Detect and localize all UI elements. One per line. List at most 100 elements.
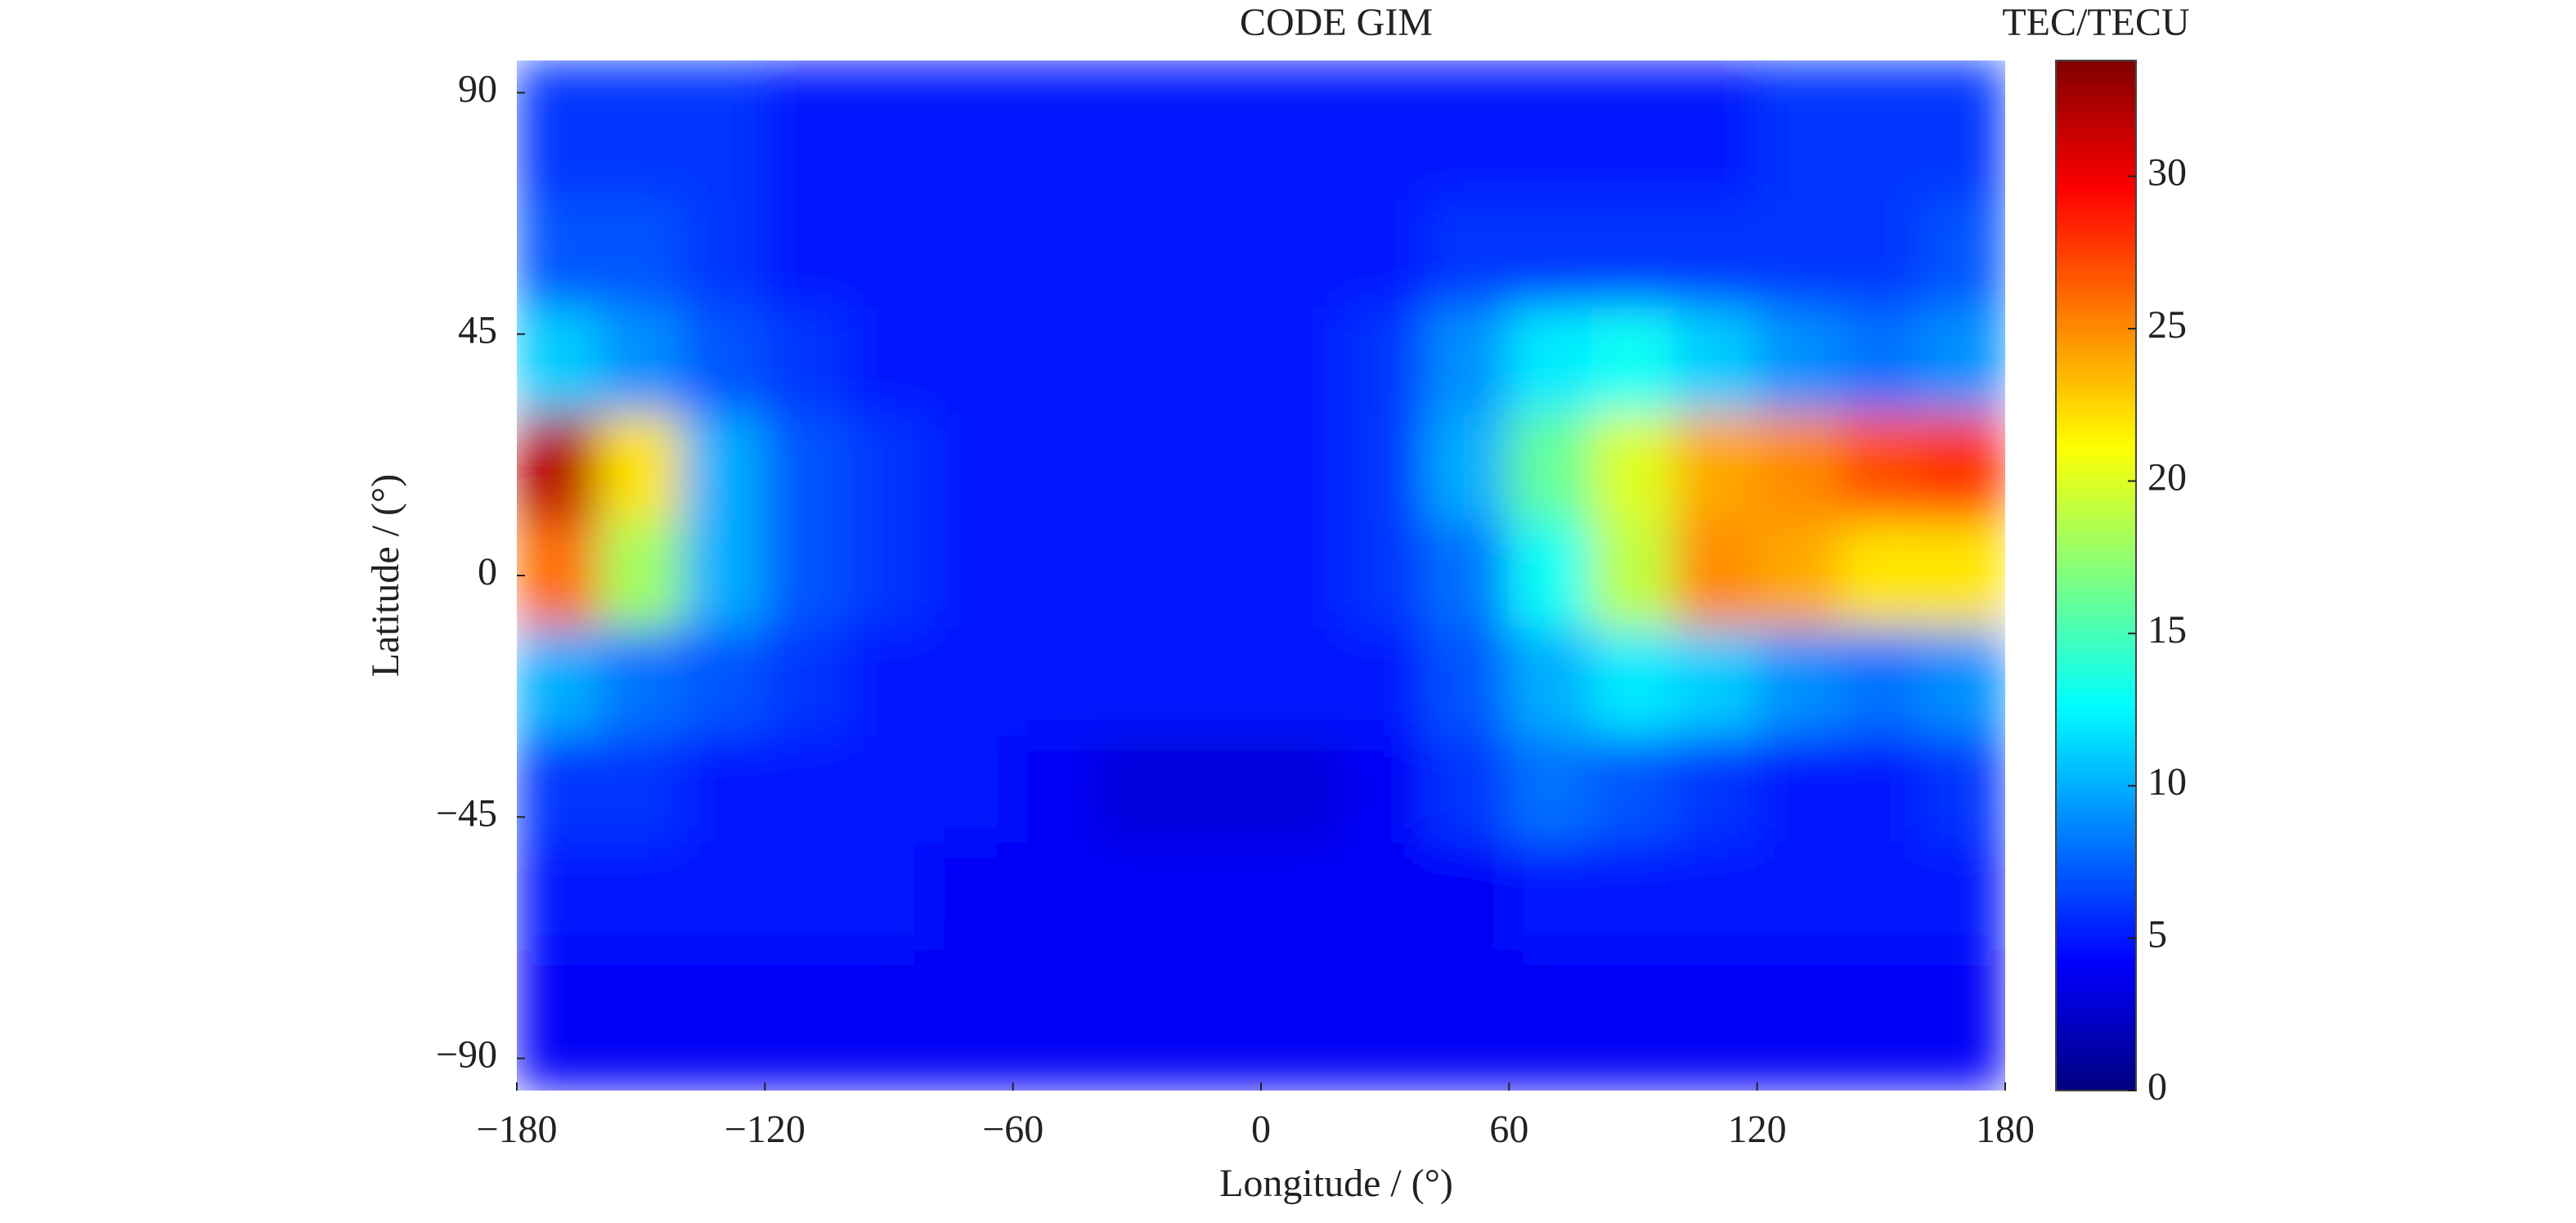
- heatmap-cell: [929, 628, 1014, 737]
- heatmap-cell: [1838, 521, 1923, 630]
- heatmap-cell: [1094, 199, 1179, 308]
- colorbar-step: [2056, 513, 2136, 520]
- colorbar-step: [2056, 498, 2136, 504]
- colorbar-step: [2056, 261, 2136, 267]
- colorbar-step: [2056, 554, 2136, 562]
- colorbar-step: [2056, 843, 2136, 849]
- heatmap-cell: [929, 306, 1014, 416]
- colorbar-step: [2056, 91, 2136, 98]
- colorbar-step: [2056, 786, 2136, 793]
- heatmap-cell: [1094, 843, 1179, 952]
- heatmap-cell: [1673, 950, 1758, 1091]
- x-tick-label: 120: [1728, 1108, 1787, 1151]
- heatmap-cell: [1012, 306, 1097, 416]
- heatmap-cell: [599, 306, 684, 416]
- colorbar-step: [2056, 1002, 2136, 1010]
- heatmap-cell: [599, 521, 684, 630]
- heatmap-cell: [764, 414, 849, 523]
- heatmap-cell: [1591, 521, 1676, 630]
- colorbar-step: [2056, 482, 2136, 489]
- heatmap-cell: [1673, 628, 1758, 737]
- heatmap-cell: [1425, 628, 1510, 737]
- heatmap-cell: [1012, 199, 1097, 308]
- colorbar-step: [2056, 951, 2136, 958]
- colorbar-step: [2056, 972, 2136, 979]
- colorbar-step: [2056, 436, 2136, 443]
- colorbar-step: [2056, 112, 2136, 119]
- heatmap-cell: [1673, 306, 1758, 416]
- heatmap-cell: [764, 306, 849, 416]
- heatmap-cell: [681, 414, 766, 523]
- heatmap-cell: [517, 60, 601, 201]
- colorbar-step: [2056, 802, 2136, 809]
- colorbar-step: [2056, 699, 2136, 706]
- colorbar-step: [2056, 647, 2136, 654]
- heatmap-cell: [1425, 199, 1510, 308]
- colorbar-step: [2056, 673, 2136, 679]
- colorbar-step: [2056, 827, 2136, 834]
- colorbar-step: [2056, 879, 2136, 885]
- colorbar-step: [2056, 281, 2136, 289]
- heatmap-cell: [1425, 843, 1510, 952]
- colorbar-step: [2056, 688, 2136, 695]
- heatmap-cell: [1508, 628, 1593, 737]
- colorbar-step: [2056, 81, 2136, 87]
- colorbar-step: [2056, 544, 2136, 551]
- heatmap-cell: [1343, 843, 1428, 952]
- colorbar-step: [2056, 1013, 2136, 1019]
- colorbar-step: [2056, 853, 2136, 860]
- colorbar-step: [2056, 338, 2136, 345]
- colorbar-step: [2056, 70, 2136, 77]
- heatmap-cell: [599, 735, 684, 845]
- heatmap-cell: [764, 628, 849, 737]
- heatmap-cell: [1756, 199, 1841, 308]
- heatmap-cell: [1673, 199, 1758, 308]
- heatmap-cell: [1012, 628, 1097, 737]
- x-axis-label: Longitude / (°): [1219, 1162, 1453, 1205]
- heatmap-cell: [1673, 843, 1758, 952]
- colorbar-step: [2056, 606, 2136, 613]
- heatmap-cell: [681, 306, 766, 416]
- heatmap-cell: [1260, 628, 1345, 737]
- colorbar-step: [2056, 364, 2136, 370]
- colorbar-step: [2056, 657, 2136, 665]
- colorbar-step: [2056, 724, 2136, 731]
- colorbar-tick-label: 5: [2147, 913, 2167, 956]
- colorbar-step: [2056, 760, 2136, 768]
- heatmap-cell: [846, 414, 931, 523]
- heatmap-cell: [1756, 60, 1841, 201]
- colorbar-step: [2056, 632, 2136, 638]
- colorbar-step: [2056, 370, 2136, 376]
- heatmap-cell: [1177, 628, 1262, 737]
- colorbar-step: [2056, 60, 2136, 67]
- colorbar-step: [2056, 75, 2136, 83]
- heatmap-cell: [1012, 521, 1097, 630]
- colorbar-step: [2056, 601, 2136, 607]
- colorbar-step: [2056, 323, 2136, 329]
- heatmap-cell: [517, 950, 601, 1091]
- colorbar-step: [2056, 65, 2136, 72]
- colorbar-step: [2056, 899, 2136, 907]
- colorbar-step: [2056, 267, 2136, 273]
- colorbar-step: [2056, 462, 2136, 468]
- heatmap-cell: [846, 60, 931, 201]
- heatmap-cell: [764, 950, 849, 1091]
- heatmap-cell: [1177, 843, 1262, 952]
- colorbar-step: [2056, 885, 2136, 891]
- colorbar-step: [2056, 199, 2136, 206]
- heatmap-cell: [1591, 60, 1676, 201]
- heatmap-cell: [1673, 60, 1758, 201]
- colorbar-step: [2056, 796, 2136, 804]
- colorbar-step: [2056, 508, 2136, 515]
- heatmap-cell: [1012, 843, 1097, 952]
- colorbar-step: [2056, 683, 2136, 690]
- colorbar-step: [2056, 493, 2136, 500]
- heatmap-cell: [1177, 60, 1262, 201]
- heatmap-cell: [1838, 306, 1923, 416]
- heatmap-cell: [1508, 843, 1593, 952]
- heatmap-cell: [846, 735, 931, 845]
- colorbar-step: [2056, 117, 2136, 123]
- colorbar-step: [2056, 1059, 2136, 1066]
- colorbar-step: [2056, 153, 2136, 159]
- heatmap-cell: [1921, 306, 2005, 416]
